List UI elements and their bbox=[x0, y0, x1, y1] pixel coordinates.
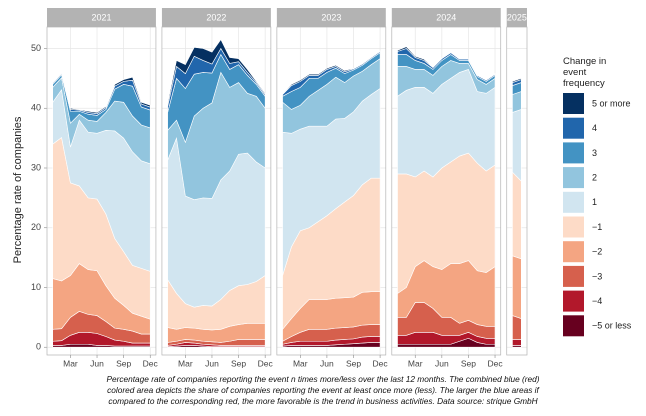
x-tick-label: Mar bbox=[408, 358, 423, 368]
x-tick-label: Mar bbox=[293, 358, 308, 368]
legend-title: Change in event frequency bbox=[563, 56, 607, 89]
legend-key bbox=[563, 142, 584, 164]
legend-label: −3 bbox=[592, 271, 602, 281]
strip bbox=[506, 8, 527, 27]
area-layer bbox=[512, 315, 522, 340]
area-layer bbox=[512, 171, 522, 260]
legend-label: 2 bbox=[592, 172, 597, 182]
y-tick-label: 20 bbox=[31, 222, 41, 232]
legend-key bbox=[563, 290, 584, 312]
y-tick-label: 0 bbox=[36, 342, 41, 352]
y-tick-label: 40 bbox=[31, 103, 41, 113]
strip bbox=[391, 8, 501, 27]
strip-label: 2023 bbox=[321, 12, 341, 22]
legend-key bbox=[563, 216, 584, 238]
legend-key bbox=[563, 191, 584, 213]
strip bbox=[47, 8, 156, 27]
x-tick-label: Jun bbox=[320, 358, 334, 368]
legend-label: −2 bbox=[592, 247, 602, 257]
strip-label: 2025 bbox=[507, 12, 527, 22]
x-tick-label: Jun bbox=[205, 358, 219, 368]
strip-label: 2021 bbox=[91, 12, 111, 22]
area-layer bbox=[397, 46, 496, 81]
strip bbox=[276, 8, 386, 27]
x-tick-label: Sep bbox=[461, 358, 476, 368]
area-layer bbox=[512, 255, 522, 319]
area-layer bbox=[52, 72, 151, 114]
legend-label: 4 bbox=[592, 123, 597, 133]
legend-key bbox=[563, 265, 584, 287]
y-axis-label: Percentage rate of companies bbox=[12, 116, 24, 263]
legend-key bbox=[563, 167, 584, 189]
area-layer bbox=[512, 339, 522, 346]
caption: Percentage rate of companies reporting t… bbox=[0, 374, 646, 407]
caption-line: colored area depicts the share of compan… bbox=[107, 385, 539, 395]
legend-label: 5 or more bbox=[592, 98, 631, 108]
x-tick-label: Dec bbox=[373, 358, 389, 368]
legend-label: −5 or less bbox=[592, 321, 632, 331]
legend-key bbox=[563, 93, 584, 114]
caption-line: Percentage rate of companies reporting t… bbox=[106, 374, 540, 384]
legend-label: 3 bbox=[592, 148, 597, 158]
x-tick-label: Sep bbox=[346, 358, 361, 368]
caption-line: compared to the corresponding red, the m… bbox=[108, 396, 538, 406]
x-tick-label: Sep bbox=[116, 358, 131, 368]
area-layer bbox=[512, 77, 522, 83]
strip-label: 2022 bbox=[206, 12, 226, 22]
area-layer bbox=[167, 38, 266, 107]
x-tick-label: Jun bbox=[435, 358, 449, 368]
legend-key bbox=[563, 315, 584, 337]
x-tick-label: Dec bbox=[487, 358, 503, 368]
legend-key bbox=[563, 241, 584, 263]
legend-label: −1 bbox=[592, 222, 602, 232]
x-tick-label: Mar bbox=[178, 358, 193, 368]
legend-label: 1 bbox=[592, 197, 597, 207]
x-tick-label: Sep bbox=[231, 358, 246, 368]
x-tick-label: Dec bbox=[143, 358, 159, 368]
y-tick-label: 10 bbox=[31, 282, 41, 292]
y-tick-label: 30 bbox=[31, 162, 41, 172]
strip bbox=[161, 8, 271, 27]
y-tick-label: 50 bbox=[31, 43, 41, 53]
area-layer bbox=[512, 109, 522, 182]
legend-label: −4 bbox=[592, 296, 602, 306]
area-layer bbox=[512, 91, 522, 113]
x-tick-label: Dec bbox=[258, 358, 274, 368]
area-layer bbox=[282, 50, 381, 96]
x-tick-label: Mar bbox=[63, 358, 78, 368]
strip-label: 2024 bbox=[436, 12, 456, 22]
legend-key bbox=[563, 117, 584, 139]
x-tick-label: Jun bbox=[90, 358, 104, 368]
